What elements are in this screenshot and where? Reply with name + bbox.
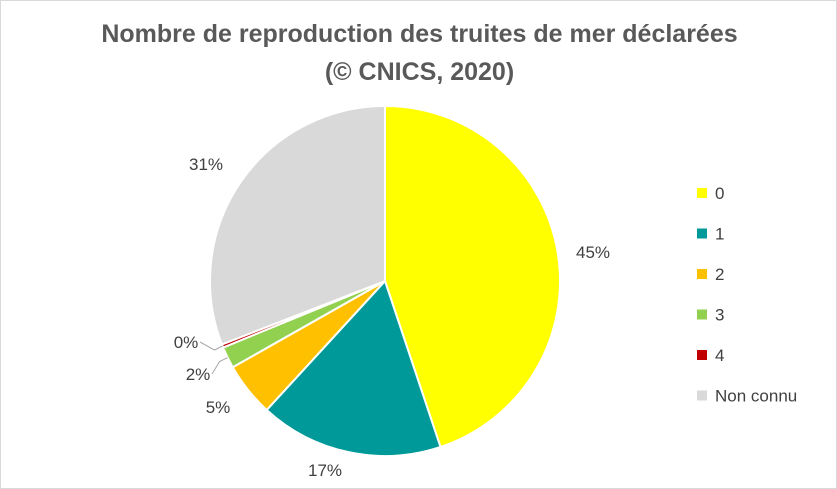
legend-label-3: 3 [715,306,724,325]
legend-label-2: 2 [715,265,724,284]
leader-line-4 [199,341,223,351]
data-label-non-connu: 31% [189,155,223,174]
chart-title: Nombre de reproduction des truites de me… [101,20,738,48]
chart-title-block: Nombre de reproduction des truites de me… [1,15,837,91]
legend-swatch-non-connu [697,390,707,401]
pie-slice-0 [384,104,561,449]
legend-label-4: 4 [715,346,724,365]
leader-line-3 [211,357,228,375]
legend-label-0: 0 [715,184,724,203]
data-label-1: 17% [308,461,342,480]
pie-slice-1 [265,279,442,457]
legend-swatch-0 [697,188,707,198]
legend-swatch-3 [697,309,707,320]
legend-swatch-2 [697,269,707,279]
data-label-3: 2% [186,365,211,384]
pie-slice-non-connu [209,104,386,346]
data-label-2: 5% [206,398,231,417]
data-label-0: 45% [576,243,610,262]
legend-swatch-1 [697,228,707,239]
data-label-4: 0% [174,333,199,352]
legend-label-1: 1 [715,225,724,244]
chart-subtitle: (© CNICS, 2020) [324,58,515,86]
legend-swatch-4 [697,350,707,360]
legend-label-non-connu: Non connu [715,387,797,406]
